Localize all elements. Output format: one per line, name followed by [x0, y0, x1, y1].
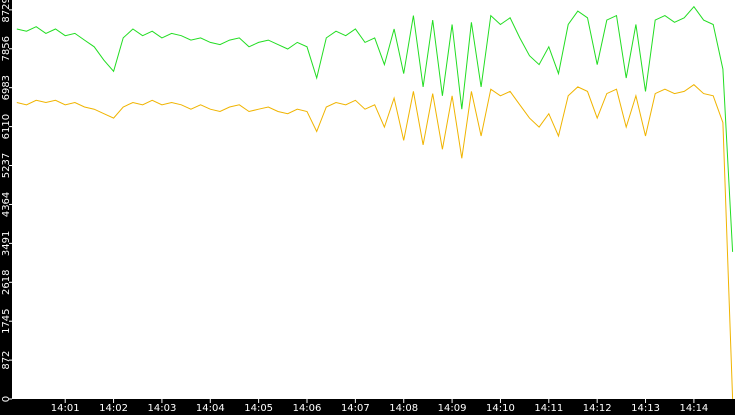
y-tick-label: 2618 — [1, 270, 12, 295]
y-tick-label: 6110 — [1, 114, 12, 139]
y-tick-label: 6983 — [1, 75, 12, 100]
x-tick-label: 14:14 — [679, 403, 708, 414]
y-tick-label: 4364 — [1, 192, 12, 217]
x-tick-label: 14:10 — [486, 403, 515, 414]
y-tick-label: 7856 — [1, 36, 12, 61]
y-axis-band — [0, 0, 12, 415]
x-tick-label: 14:09 — [438, 403, 467, 414]
x-tick-label: 14:05 — [244, 403, 273, 414]
y-tick-label: 1745 — [1, 308, 12, 333]
y-tick-label: 872 — [1, 351, 12, 370]
series-line — [16, 5, 734, 252]
x-tick-label: 14:02 — [99, 403, 128, 414]
x-tick-label: 14:11 — [534, 403, 563, 414]
y-tick-label: 3491 — [1, 231, 12, 256]
x-tick-label: 14:12 — [583, 403, 612, 414]
x-tick-label: 14:04 — [196, 403, 225, 414]
x-tick-label: 14:07 — [341, 403, 370, 414]
x-tick-label: 14:08 — [389, 403, 418, 414]
x-tick-label: 14:01 — [51, 403, 80, 414]
x-tick-label: 14:03 — [148, 403, 177, 414]
y-tick-label: 0 — [1, 396, 12, 402]
x-axis-band — [0, 399, 735, 415]
x-tick-label: 14:06 — [293, 403, 322, 414]
y-tick-label: 5237 — [1, 153, 12, 178]
y-tick-label: 8729 — [1, 0, 12, 23]
series-line — [16, 84, 734, 400]
x-tick-label: 14:13 — [631, 403, 660, 414]
